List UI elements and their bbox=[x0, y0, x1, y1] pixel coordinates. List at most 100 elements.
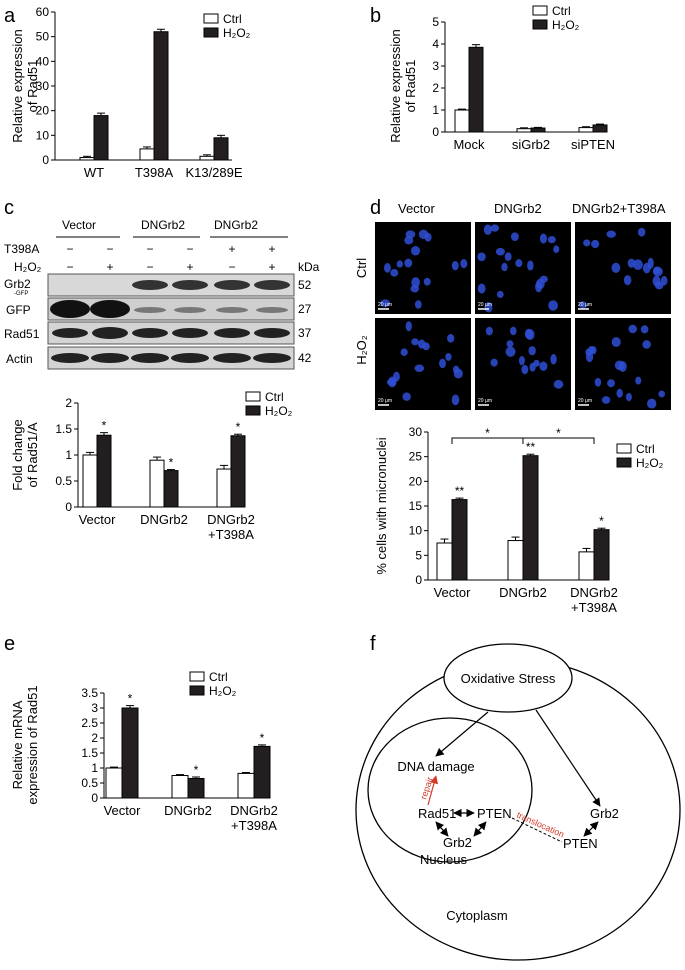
kda-value: 42 bbox=[298, 351, 312, 365]
y-tick-label: 4 bbox=[432, 37, 439, 51]
nucleus bbox=[453, 368, 463, 379]
significance-mark: * bbox=[194, 763, 199, 777]
nucleus bbox=[640, 325, 649, 334]
bar bbox=[468, 46, 484, 133]
nucleus bbox=[585, 351, 594, 363]
kda-label: kDa bbox=[298, 260, 320, 274]
legend-label: H₂O₂ bbox=[636, 456, 664, 470]
nucleus bbox=[402, 392, 411, 401]
legend-label: Ctrl bbox=[636, 442, 655, 456]
h2o2-sign: + bbox=[268, 260, 275, 274]
t398a-sign: − bbox=[106, 242, 113, 256]
bar bbox=[96, 434, 112, 508]
nucleus bbox=[504, 252, 512, 261]
y-tick-label: 0 bbox=[415, 573, 422, 587]
bar bbox=[213, 137, 229, 161]
row-label: Rad51 bbox=[4, 327, 40, 341]
bar bbox=[253, 745, 271, 799]
blot-lane-grb2 bbox=[47, 273, 295, 297]
scale-bar-label: 20 µm bbox=[578, 398, 592, 404]
translocation-label: translocation bbox=[515, 810, 566, 840]
bracket-significance: * bbox=[556, 426, 561, 440]
x-tick-label: K13/289E bbox=[185, 165, 242, 180]
legend-swatch bbox=[245, 405, 261, 416]
bar bbox=[187, 778, 205, 799]
nucleus bbox=[509, 326, 517, 336]
bar bbox=[79, 157, 95, 161]
scale-bar-label: 20 µm bbox=[578, 302, 592, 308]
nucleus bbox=[390, 268, 399, 277]
nucleus bbox=[400, 348, 408, 357]
nucleus bbox=[484, 302, 493, 313]
microscopy-grid: Vector DNGrb2 DNGrb2+T398A Ctrl H₂O₂ 20 … bbox=[354, 201, 671, 410]
blot-group-dngrb2-t398a: DNGrb2 bbox=[214, 218, 258, 232]
panel-label-c: c bbox=[4, 197, 14, 219]
nucleus bbox=[550, 354, 557, 365]
nucleus bbox=[411, 338, 419, 346]
nucleus bbox=[396, 260, 403, 268]
chart-a: 0 10 20 30 40 50 60 Relative expression of Rad51… bbox=[10, 5, 251, 180]
bar bbox=[199, 155, 215, 161]
y-tick-label: 10 bbox=[36, 128, 50, 142]
band bbox=[132, 280, 168, 290]
x-tick-label: Vector bbox=[79, 512, 117, 527]
significance-mark: ** bbox=[455, 484, 465, 498]
nucleus bbox=[501, 262, 508, 272]
nucleus bbox=[642, 262, 651, 274]
bar bbox=[530, 127, 546, 133]
y-axis-label: of Rad51 bbox=[25, 60, 40, 113]
legend-swatch bbox=[203, 13, 219, 24]
t398a-label: T398A bbox=[4, 242, 39, 256]
nucleus bbox=[652, 266, 663, 277]
band bbox=[50, 300, 90, 318]
nucleus bbox=[539, 233, 547, 244]
nucleus bbox=[460, 259, 468, 269]
legend-swatch bbox=[189, 685, 205, 696]
micro-row-label: H₂O₂ bbox=[354, 335, 369, 365]
band bbox=[134, 307, 166, 313]
nucleus bbox=[601, 396, 611, 404]
y-tick-label: 5 bbox=[415, 548, 422, 562]
y-tick-label: 40 bbox=[36, 54, 50, 68]
band bbox=[214, 280, 250, 290]
bar bbox=[237, 772, 255, 799]
pten-label: PTEN bbox=[477, 806, 512, 821]
y-tick-label: 0.5 bbox=[55, 474, 72, 488]
bar bbox=[507, 540, 524, 581]
micro-col-label: DNGrb2 bbox=[494, 201, 542, 216]
pten-cyto-label: PTEN bbox=[563, 836, 598, 851]
x-tick-label: DNGrb2 bbox=[570, 585, 618, 600]
panel-label-d: d bbox=[370, 197, 381, 219]
band bbox=[52, 328, 88, 338]
bar bbox=[436, 542, 453, 581]
bar bbox=[230, 435, 246, 508]
band bbox=[131, 353, 169, 363]
y-tick-label: 3 bbox=[432, 59, 439, 73]
legend-swatch bbox=[616, 457, 632, 468]
y-tick-label: 20 bbox=[409, 474, 423, 488]
y-axis-label: of Rad51/A bbox=[25, 422, 40, 487]
nucleus-outline bbox=[367, 717, 533, 863]
y-tick-label: 3.5 bbox=[81, 686, 98, 700]
pathway-diagram: Oxidative Stress DNA damage Rad51 PTEN G… bbox=[355, 643, 681, 961]
nucleus bbox=[477, 283, 486, 294]
y-tick-label: 60 bbox=[36, 5, 50, 19]
rad51-label: Rad51 bbox=[418, 806, 456, 821]
nucleus bbox=[515, 259, 523, 268]
x-tick-label: +T398A bbox=[231, 818, 277, 833]
bar bbox=[93, 115, 109, 161]
nucleus bbox=[490, 358, 498, 367]
y-axis-label: Relative mRNA bbox=[10, 700, 25, 789]
band bbox=[132, 328, 168, 338]
band bbox=[214, 328, 250, 338]
nucleus bbox=[524, 328, 533, 340]
band bbox=[91, 353, 129, 363]
legend-swatch bbox=[532, 19, 548, 30]
y-axis-label: Fold change bbox=[10, 419, 25, 491]
h2o2-sign: + bbox=[186, 260, 193, 274]
nucleus bbox=[607, 379, 615, 388]
y-tick-label: 30 bbox=[409, 425, 423, 439]
legend-label: Ctrl bbox=[265, 390, 284, 404]
arrow-repair bbox=[427, 775, 439, 806]
band bbox=[172, 328, 208, 338]
